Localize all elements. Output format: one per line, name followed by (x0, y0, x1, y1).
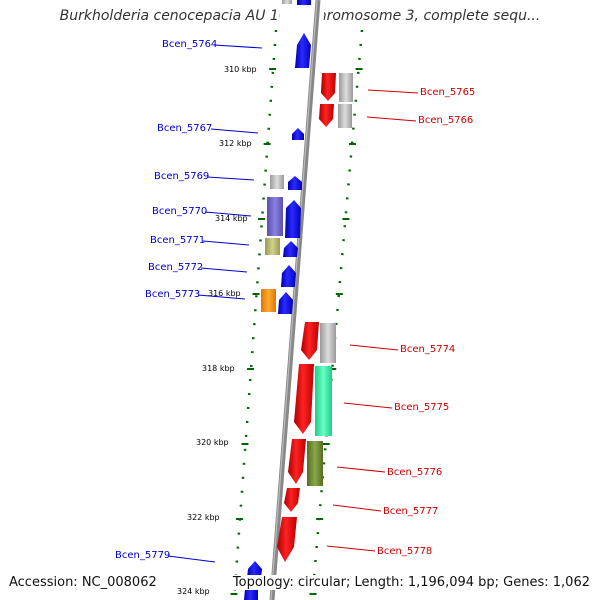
gene-label-bcen-5769[interactable]: Bcen_5769 (154, 171, 209, 182)
gene-arrow-bcen-5776[interactable] (288, 439, 306, 484)
gene-arrow-bcen-5779[interactable] (247, 561, 262, 578)
tick-label: 322 kbp (187, 513, 220, 522)
callout-line (206, 176, 255, 181)
outer-tick-circle (310, 29, 364, 600)
tick-label: 316 kbp (208, 289, 241, 298)
callout-line (343, 402, 393, 409)
major-ticks (230, 68, 363, 595)
callout-line (366, 116, 417, 122)
feature-box-5769[interactable] (270, 175, 284, 189)
gene-arrow-bcen-5765[interactable] (321, 73, 336, 101)
gene-label-bcen-5776[interactable]: Bcen_5776 (387, 467, 442, 478)
gene-label-bcen-5774[interactable]: Bcen_5774 (400, 344, 455, 355)
feature-box-5773[interactable] (261, 289, 276, 312)
tick-label: 310 kbp (224, 65, 257, 74)
gene-label-bcen-5778[interactable]: Bcen_5778 (377, 546, 432, 557)
tick-label: 320 kbp (196, 438, 229, 447)
callout-line (197, 294, 246, 300)
topology-summary: Topology: circular; Length: 1,196,094 bp… (232, 575, 590, 590)
callout-line (202, 240, 250, 246)
genome-backbone (269, 0, 321, 600)
gene-arrow-bcen-5764[interactable] (295, 33, 311, 68)
feature-box-5770[interactable] (267, 197, 283, 236)
tick-label: 312 kbp (219, 139, 252, 148)
feature-box-5774[interactable] (320, 323, 336, 363)
partial-gray-top (282, 0, 292, 4)
callout-line (326, 545, 376, 552)
feature-box-5776[interactable] (307, 441, 323, 486)
callout-line (349, 344, 399, 351)
gene-label-bcen-5777[interactable]: Bcen_5777 (383, 506, 438, 517)
gene-arrow-bcen-5766[interactable] (319, 104, 334, 127)
tick-label: 324 kbp (177, 587, 210, 596)
tick-label: 318 kbp (202, 364, 235, 373)
feature-box-5771[interactable] (265, 238, 280, 255)
callout-lines (167, 44, 419, 563)
feature-box-5775[interactable] (315, 366, 332, 436)
gene-label-bcen-5764[interactable]: Bcen_5764 (162, 39, 217, 50)
feature-box-5766[interactable] (338, 104, 352, 128)
gene-label-bcen-5775[interactable]: Bcen_5775 (394, 402, 449, 413)
gene-label-bcen-5773[interactable]: Bcen_5773 (145, 289, 200, 300)
inner-tick-circle (232, 29, 278, 600)
gene-label-bcen-5765[interactable]: Bcen_5765 (420, 87, 475, 98)
gene-labels: Bcen_5764 Bcen_5765 Bcen_5766 Bcen_5767 … (115, 39, 475, 561)
gene-arrow-bcen-5767[interactable] (292, 128, 304, 140)
gene-label-bcen-5772[interactable]: Bcen_5772 (148, 262, 203, 273)
gene-arrow-bcen-5770[interactable] (285, 200, 301, 238)
gene-label-bcen-5767[interactable]: Bcen_5767 (157, 123, 212, 134)
callout-line (210, 128, 259, 134)
accession-text: Accession: NC_008062 (9, 575, 157, 590)
tick-labels: 310 kbp 312 kbp 314 kbp 316 kbp 318 kbp … (177, 65, 257, 596)
gene-arrow-bcen-5777[interactable] (284, 488, 300, 512)
gene-arrow-bcen-5771[interactable] (283, 241, 298, 257)
gene-arrow-bcen-5772[interactable] (281, 265, 296, 287)
callout-line (336, 466, 386, 473)
tick-label: 314 kbp (215, 214, 248, 223)
callout-line (167, 555, 216, 563)
gene-arrow-bcen-5774[interactable] (301, 322, 319, 360)
gene-arrow-bcen-5773[interactable] (278, 292, 293, 314)
gene-arrow-bcen-5778[interactable] (277, 517, 297, 562)
callout-line (332, 504, 382, 512)
gene-label-bcen-5770[interactable]: Bcen_5770 (152, 206, 207, 217)
callout-line (367, 89, 419, 94)
gene-arrow-bcen-5775[interactable] (294, 364, 314, 434)
callout-line (213, 44, 263, 49)
callout-line (200, 267, 248, 273)
feature-box-5765[interactable] (339, 73, 353, 102)
gene-label-bcen-5766[interactable]: Bcen_5766 (418, 115, 473, 126)
partial-blue-top (297, 0, 311, 5)
backbone-highlight (270, 0, 318, 600)
callout-line (204, 211, 252, 217)
gene-arrow-bcen-5769[interactable] (288, 176, 302, 190)
gene-label-bcen-5779[interactable]: Bcen_5779 (115, 550, 170, 561)
gene-label-bcen-5771[interactable]: Bcen_5771 (150, 235, 205, 246)
